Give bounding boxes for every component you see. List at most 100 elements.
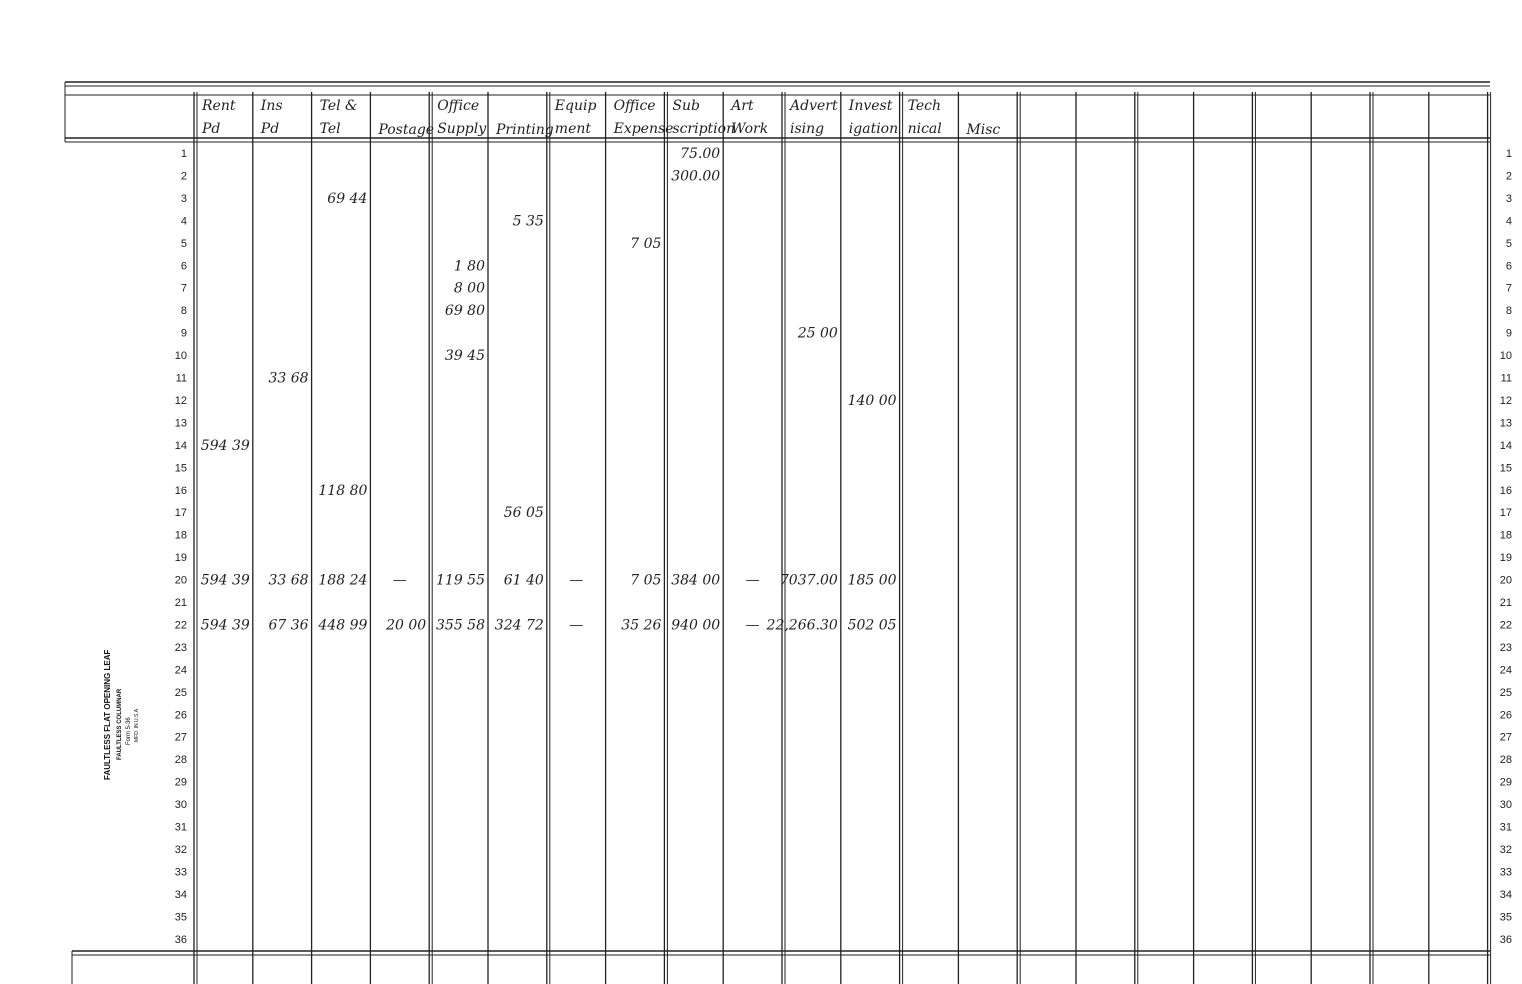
cell-entry: 188 24 — [318, 573, 367, 589]
cell-entry: 1 80 — [454, 258, 485, 274]
row-number: 20 — [1500, 575, 1512, 587]
row-number: 4 — [181, 215, 187, 227]
row-number: 14 — [1500, 440, 1512, 452]
cell-entry: 39 45 — [445, 348, 485, 364]
row-number: 13 — [1500, 417, 1512, 429]
row-number: 8 — [1506, 305, 1512, 317]
row-number: 22 — [175, 619, 187, 631]
page-frame — [64, 81, 1490, 984]
row-number: 10 — [175, 350, 187, 362]
row-number: 18 — [175, 530, 187, 542]
row-number: 23 — [1500, 642, 1512, 654]
row-number: 36 — [1500, 934, 1512, 946]
cell-entry: 119 55 — [436, 573, 485, 589]
row-number: 5 — [181, 238, 187, 250]
row-number: 1 — [181, 148, 187, 160]
row-number: 27 — [175, 732, 187, 744]
row-number: 31 — [1500, 822, 1512, 834]
cell-entry: 448 99 — [317, 617, 367, 633]
row-number: 32 — [175, 844, 187, 856]
column-header: Ins — [260, 98, 283, 114]
cell-entry: 35 26 — [621, 617, 661, 633]
column-header: Tech — [908, 98, 941, 114]
row-number: 10 — [1500, 350, 1512, 362]
cell-entry: 56 05 — [504, 505, 544, 521]
cell-entry: 75.00 — [680, 146, 720, 162]
column-header: Rent — [201, 98, 236, 114]
cell-entry: 69 44 — [327, 191, 367, 207]
column-header: ising — [790, 121, 824, 137]
column-header: ment — [555, 121, 592, 137]
row-number: 30 — [175, 799, 187, 811]
column-header: Equip — [554, 98, 597, 114]
row-number: 20 — [175, 575, 187, 587]
cell-entry: 300.00 — [671, 168, 720, 184]
row-number: 36 — [175, 934, 187, 946]
row-number: 28 — [175, 754, 187, 766]
cell-entry: 7037.00 — [780, 573, 838, 589]
column-header: Supply — [437, 121, 487, 137]
row-number: 14 — [175, 440, 187, 452]
row-number: 17 — [1500, 507, 1512, 519]
cell-entry: 67 36 — [269, 617, 309, 633]
column-header: Advert — [788, 98, 838, 114]
cell-entry: 140 00 — [848, 393, 897, 409]
row-number: 11 — [1501, 373, 1512, 385]
cell-entry: 594 39 — [201, 438, 250, 454]
column-header: Tel & — [320, 98, 358, 114]
row-number: 2 — [1506, 170, 1512, 182]
column-header: Pd — [201, 121, 220, 137]
column-header: Postage — [377, 122, 434, 138]
row-number: 25 — [1500, 687, 1512, 699]
column-header: Expense — [613, 121, 674, 137]
row-number: 4 — [1506, 215, 1512, 227]
column-header: Tel — [320, 121, 341, 137]
row-number: 16 — [175, 485, 187, 497]
row-number: 8 — [181, 305, 187, 317]
row-number: 6 — [181, 260, 187, 272]
column-header: Printing — [495, 122, 554, 138]
row-number: 16 — [1500, 485, 1512, 497]
row-number: 21 — [175, 597, 187, 609]
row-number: 26 — [1500, 709, 1512, 721]
cell-entry: — — [746, 573, 760, 589]
column-header: Pd — [260, 121, 279, 137]
cell-entry: 7 05 — [630, 573, 661, 589]
column-header: Office — [614, 98, 656, 114]
cell-entry: 594 39 — [201, 573, 250, 589]
product-line: FAULTLESS COLUMNAR — [117, 688, 123, 760]
row-number: 13 — [175, 417, 187, 429]
row-number: 34 — [175, 889, 187, 901]
row-number: 35 — [175, 911, 187, 923]
row-number: 26 — [175, 709, 187, 721]
brand: FAULTLESS FLAT OPENING LEAF — [103, 650, 112, 780]
cell-entry: 8 00 — [454, 281, 485, 297]
cell-entry: 20 00 — [385, 617, 426, 633]
row-number: 1 — [1506, 148, 1512, 160]
cell-entry: 940 00 — [671, 617, 720, 633]
row-number: 6 — [1506, 260, 1512, 272]
row-number: 5 — [1506, 238, 1512, 250]
cell-entry: 33 68 — [269, 573, 309, 589]
row-number: 32 — [1500, 844, 1512, 856]
cell-entry: 61 40 — [504, 573, 544, 589]
cell-entry: — — [569, 617, 583, 633]
cell-entry: 22,266.30 — [766, 617, 838, 633]
column-header: scription — [672, 121, 735, 137]
cell-entry: 594 39 — [201, 617, 250, 633]
row-number: 2 — [181, 170, 187, 182]
cell-entry: 5 35 — [513, 213, 544, 229]
column-header: Work — [731, 121, 768, 137]
row-number: 11 — [176, 373, 187, 385]
cell-entry: 25 00 — [797, 326, 838, 342]
row-number: 9 — [181, 328, 187, 340]
row-number: 34 — [1500, 889, 1512, 901]
row-number: 29 — [1500, 777, 1512, 789]
cell-entry: 384 00 — [671, 573, 720, 589]
cell-entry: 355 58 — [436, 617, 485, 633]
row-number: 25 — [175, 687, 187, 699]
column-header: nical — [908, 121, 942, 137]
cell-entry: 185 00 — [848, 573, 897, 589]
cell-entry: — — [393, 573, 407, 589]
